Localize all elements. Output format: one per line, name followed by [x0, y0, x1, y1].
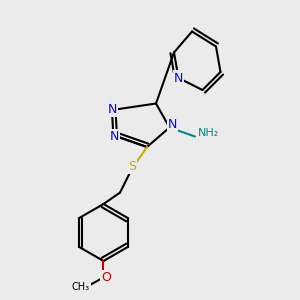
- Text: N: N: [168, 118, 177, 131]
- Text: NH₂: NH₂: [198, 128, 219, 139]
- Text: O: O: [101, 271, 111, 284]
- Text: CH₃: CH₃: [72, 281, 90, 292]
- Text: N: N: [174, 71, 183, 85]
- Text: S: S: [128, 160, 136, 173]
- Text: N: N: [108, 103, 117, 116]
- Text: N: N: [109, 130, 119, 143]
